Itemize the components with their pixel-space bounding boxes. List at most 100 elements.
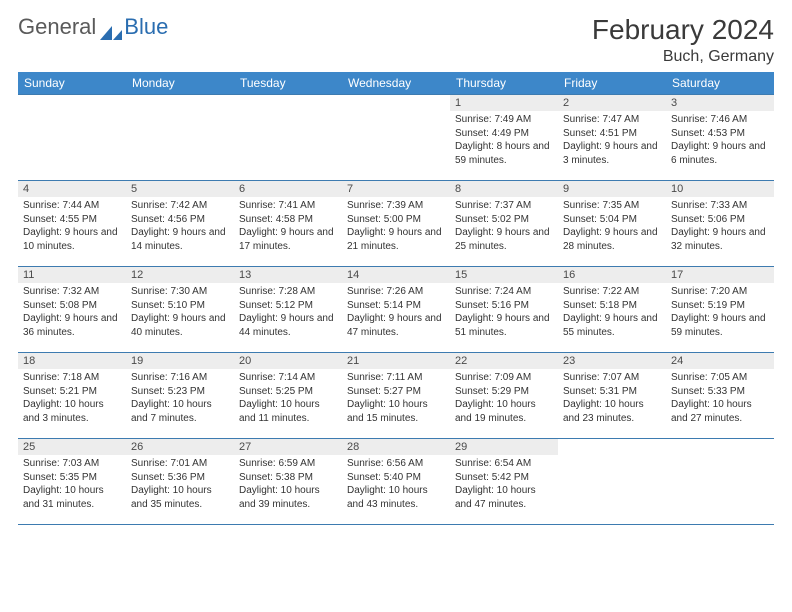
sunset-line: Sunset: 5:40 PM [347,471,445,485]
day-details: Sunrise: 7:03 AMSunset: 5:35 PMDaylight:… [18,455,126,515]
calendar-cell [342,95,450,181]
sunrise-line: Sunrise: 7:35 AM [563,199,661,213]
sunset-line: Sunset: 5:29 PM [455,385,553,399]
calendar-cell: 7Sunrise: 7:39 AMSunset: 5:00 PMDaylight… [342,181,450,267]
sunset-line: Sunset: 5:25 PM [239,385,337,399]
daylight-line: Daylight: 10 hours and 15 minutes. [347,398,445,425]
day-details: Sunrise: 7:20 AMSunset: 5:19 PMDaylight:… [666,283,774,343]
brand-part1: General [18,14,96,40]
day-details: Sunrise: 7:24 AMSunset: 5:16 PMDaylight:… [450,283,558,343]
calendar-header-row: Sunday Monday Tuesday Wednesday Thursday… [18,72,774,95]
daylight-line: Daylight: 9 hours and 32 minutes. [671,226,769,253]
day-number: 9 [558,181,666,197]
sunset-line: Sunset: 5:06 PM [671,213,769,227]
calendar-cell: 11Sunrise: 7:32 AMSunset: 5:08 PMDayligh… [18,267,126,353]
sunrise-line: Sunrise: 7:39 AM [347,199,445,213]
calendar-cell: 22Sunrise: 7:09 AMSunset: 5:29 PMDayligh… [450,353,558,439]
daylight-line: Daylight: 9 hours and 40 minutes. [131,312,229,339]
sunrise-line: Sunrise: 7:01 AM [131,457,229,471]
sunrise-line: Sunrise: 7:14 AM [239,371,337,385]
sunset-line: Sunset: 5:10 PM [131,299,229,313]
sunset-line: Sunset: 5:31 PM [563,385,661,399]
sunrise-line: Sunrise: 7:18 AM [23,371,121,385]
day-number: 28 [342,439,450,455]
calendar-row: 4Sunrise: 7:44 AMSunset: 4:55 PMDaylight… [18,181,774,267]
calendar-cell: 12Sunrise: 7:30 AMSunset: 5:10 PMDayligh… [126,267,234,353]
day-details: Sunrise: 7:39 AMSunset: 5:00 PMDaylight:… [342,197,450,257]
day-number: 2 [558,95,666,111]
sunset-line: Sunset: 5:19 PM [671,299,769,313]
calendar-cell: 18Sunrise: 7:18 AMSunset: 5:21 PMDayligh… [18,353,126,439]
calendar-cell: 9Sunrise: 7:35 AMSunset: 5:04 PMDaylight… [558,181,666,267]
day-number: 24 [666,353,774,369]
day-details: Sunrise: 7:30 AMSunset: 5:10 PMDaylight:… [126,283,234,343]
day-details: Sunrise: 7:09 AMSunset: 5:29 PMDaylight:… [450,369,558,429]
weekday-header: Friday [558,72,666,95]
sunrise-line: Sunrise: 7:03 AM [23,457,121,471]
sunset-line: Sunset: 5:16 PM [455,299,553,313]
sunset-line: Sunset: 5:27 PM [347,385,445,399]
sunrise-line: Sunrise: 7:47 AM [563,113,661,127]
sunset-line: Sunset: 5:42 PM [455,471,553,485]
day-details: Sunrise: 7:18 AMSunset: 5:21 PMDaylight:… [18,369,126,429]
brand-logo: General Blue [18,14,168,40]
daylight-line: Daylight: 10 hours and 27 minutes. [671,398,769,425]
daylight-line: Daylight: 10 hours and 43 minutes. [347,484,445,511]
sunset-line: Sunset: 4:53 PM [671,127,769,141]
calendar-table: Sunday Monday Tuesday Wednesday Thursday… [18,72,774,525]
calendar-cell: 2Sunrise: 7:47 AMSunset: 4:51 PMDaylight… [558,95,666,181]
sunrise-line: Sunrise: 7:30 AM [131,285,229,299]
calendar-cell: 1Sunrise: 7:49 AMSunset: 4:49 PMDaylight… [450,95,558,181]
calendar-cell [18,95,126,181]
calendar-cell: 25Sunrise: 7:03 AMSunset: 5:35 PMDayligh… [18,439,126,525]
title-block: February 2024 Buch, Germany [592,14,774,66]
daylight-line: Daylight: 9 hours and 59 minutes. [671,312,769,339]
sunrise-line: Sunrise: 7:09 AM [455,371,553,385]
sunrise-line: Sunrise: 7:37 AM [455,199,553,213]
day-number: 22 [450,353,558,369]
calendar-cell: 5Sunrise: 7:42 AMSunset: 4:56 PMDaylight… [126,181,234,267]
sunset-line: Sunset: 4:55 PM [23,213,121,227]
day-number: 16 [558,267,666,283]
day-details: Sunrise: 7:33 AMSunset: 5:06 PMDaylight:… [666,197,774,257]
weekday-header: Wednesday [342,72,450,95]
daylight-line: Daylight: 10 hours and 3 minutes. [23,398,121,425]
daylight-line: Daylight: 9 hours and 14 minutes. [131,226,229,253]
weekday-header: Monday [126,72,234,95]
sunrise-line: Sunrise: 7:44 AM [23,199,121,213]
day-number: 8 [450,181,558,197]
calendar-cell: 21Sunrise: 7:11 AMSunset: 5:27 PMDayligh… [342,353,450,439]
calendar-cell: 26Sunrise: 7:01 AMSunset: 5:36 PMDayligh… [126,439,234,525]
sunset-line: Sunset: 4:58 PM [239,213,337,227]
day-details: Sunrise: 7:14 AMSunset: 5:25 PMDaylight:… [234,369,342,429]
calendar-cell: 23Sunrise: 7:07 AMSunset: 5:31 PMDayligh… [558,353,666,439]
day-details: Sunrise: 7:46 AMSunset: 4:53 PMDaylight:… [666,111,774,171]
sunset-line: Sunset: 5:04 PM [563,213,661,227]
day-number: 1 [450,95,558,111]
sunset-line: Sunset: 5:21 PM [23,385,121,399]
calendar-row: 18Sunrise: 7:18 AMSunset: 5:21 PMDayligh… [18,353,774,439]
daylight-line: Daylight: 10 hours and 35 minutes. [131,484,229,511]
calendar-page: General Blue February 2024 Buch, Germany… [0,0,792,539]
day-number: 19 [126,353,234,369]
calendar-row: 11Sunrise: 7:32 AMSunset: 5:08 PMDayligh… [18,267,774,353]
daylight-line: Daylight: 9 hours and 36 minutes. [23,312,121,339]
calendar-cell: 6Sunrise: 7:41 AMSunset: 4:58 PMDaylight… [234,181,342,267]
day-number: 27 [234,439,342,455]
daylight-line: Daylight: 10 hours and 19 minutes. [455,398,553,425]
daylight-line: Daylight: 9 hours and 47 minutes. [347,312,445,339]
sunrise-line: Sunrise: 6:54 AM [455,457,553,471]
sunrise-line: Sunrise: 7:42 AM [131,199,229,213]
calendar-cell: 4Sunrise: 7:44 AMSunset: 4:55 PMDaylight… [18,181,126,267]
sunrise-line: Sunrise: 7:49 AM [455,113,553,127]
sunrise-line: Sunrise: 6:56 AM [347,457,445,471]
weekday-header: Saturday [666,72,774,95]
day-details: Sunrise: 7:47 AMSunset: 4:51 PMDaylight:… [558,111,666,171]
day-number: 20 [234,353,342,369]
location: Buch, Germany [592,48,774,66]
sunrise-line: Sunrise: 7:07 AM [563,371,661,385]
calendar-row: 1Sunrise: 7:49 AMSunset: 4:49 PMDaylight… [18,95,774,181]
sunrise-line: Sunrise: 7:33 AM [671,199,769,213]
day-details: Sunrise: 6:54 AMSunset: 5:42 PMDaylight:… [450,455,558,515]
day-details: Sunrise: 7:41 AMSunset: 4:58 PMDaylight:… [234,197,342,257]
